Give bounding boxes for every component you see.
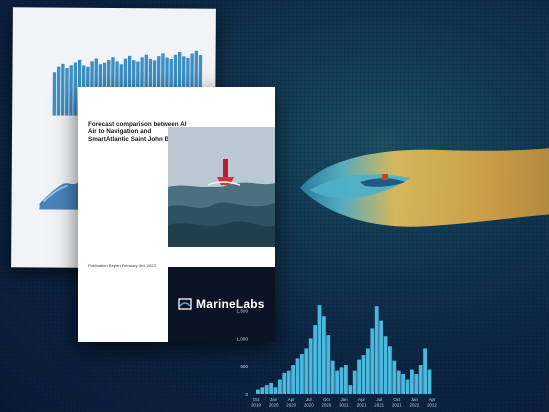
histogram-y-tick: 500 bbox=[240, 364, 248, 369]
histogram-bar bbox=[264, 385, 269, 394]
histogram-bar bbox=[317, 305, 322, 394]
histogram-bar bbox=[396, 370, 401, 394]
histogram-bar bbox=[379, 320, 383, 394]
histogram-x-tick: 2020 bbox=[269, 403, 279, 408]
histogram-bar bbox=[427, 369, 432, 394]
histogram-bar bbox=[348, 385, 353, 394]
histogram-bar bbox=[308, 338, 313, 394]
back-chart-bar bbox=[65, 68, 69, 116]
brand-name: MarineLabs bbox=[196, 297, 265, 311]
back-chart-bar bbox=[60, 63, 65, 116]
histogram-bar bbox=[388, 346, 392, 394]
histogram-x-tick: 2020 bbox=[304, 403, 314, 408]
histogram-bar bbox=[269, 382, 273, 394]
back-chart-bar bbox=[56, 66, 61, 116]
histogram-bar bbox=[410, 369, 414, 394]
histogram-bar bbox=[330, 360, 335, 394]
histogram-x-tick: Oct bbox=[323, 397, 331, 402]
histogram-bar bbox=[352, 370, 357, 394]
histogram-x-tick: Apr bbox=[288, 397, 295, 402]
histogram-x-tick: Jul bbox=[376, 397, 382, 402]
histogram-x-tick: 2021 bbox=[374, 403, 384, 408]
histogram-chart: 0 500 1,000 1,500 Oct 2019 Jan 2020 Apr 2020 Jul 20… bbox=[218, 288, 444, 412]
heat-plume bbox=[300, 138, 549, 233]
histogram-bar bbox=[282, 372, 287, 394]
histogram-x-tick: 2021 bbox=[357, 403, 367, 408]
histogram-bar bbox=[291, 365, 295, 394]
histogram-bar bbox=[335, 370, 339, 394]
histogram-x-tick: Jul bbox=[306, 397, 312, 402]
histogram-bar bbox=[260, 387, 265, 394]
histogram-bar bbox=[405, 379, 410, 394]
histogram-bar bbox=[339, 367, 344, 394]
histogram-bar bbox=[374, 306, 379, 394]
histogram-x-tick: 2019 bbox=[251, 403, 261, 408]
back-page-header bbox=[41, 15, 201, 40]
histogram-bar bbox=[300, 354, 304, 394]
histogram-bar bbox=[357, 359, 361, 394]
histogram-bar bbox=[361, 355, 366, 394]
histogram-bar bbox=[344, 365, 348, 394]
histogram-y-tick: 0 bbox=[245, 392, 248, 397]
back-chart-bar bbox=[52, 72, 57, 116]
histogram-bar bbox=[383, 336, 388, 394]
histogram-y-tick: 1,000 bbox=[237, 336, 249, 341]
histogram-x-tick: Oct bbox=[253, 397, 261, 402]
histogram-x-tick: 2020 bbox=[322, 403, 332, 408]
histogram-bar bbox=[392, 360, 397, 394]
histogram-bar bbox=[295, 358, 300, 394]
histogram-bar bbox=[256, 389, 260, 394]
back-chart-bar bbox=[73, 62, 78, 116]
histogram-bar bbox=[366, 348, 370, 394]
report-title: Forecast comparison between AI Air to Na… bbox=[88, 121, 187, 143]
histogram-bar bbox=[326, 335, 331, 394]
histogram-x-tick: Apr bbox=[358, 397, 365, 402]
histogram-x-tick: Apr bbox=[429, 397, 436, 402]
histogram-x-tick: Jan bbox=[270, 397, 278, 402]
histogram-bar bbox=[322, 316, 326, 394]
histogram-x-tick: 2022 bbox=[410, 403, 420, 408]
back-page-wave-graphic bbox=[39, 179, 80, 210]
histogram-bar bbox=[313, 325, 317, 394]
histogram-bar bbox=[423, 348, 427, 394]
back-chart-bar bbox=[69, 65, 73, 116]
histogram-x-tick: 2022 bbox=[427, 403, 437, 408]
histogram-y-tick: 1,500 bbox=[237, 309, 249, 314]
marinelabs-mark-icon bbox=[178, 298, 192, 310]
histogram-x-tick: Oct bbox=[393, 397, 401, 402]
histogram-x-tick: Jan bbox=[340, 397, 348, 402]
histogram-bar bbox=[286, 370, 291, 394]
marinelabs-logo: MarineLabs bbox=[178, 297, 265, 311]
histogram-bar bbox=[273, 387, 278, 394]
histogram-bar bbox=[278, 379, 282, 394]
report-cover-footer bbox=[168, 267, 275, 342]
histogram-bar bbox=[401, 374, 405, 394]
histogram-bar bbox=[304, 348, 309, 394]
histogram-x-tick: Jan bbox=[411, 397, 419, 402]
histogram-bar bbox=[370, 328, 375, 394]
histogram-x-tick: 2020 bbox=[286, 403, 296, 408]
histogram-bar bbox=[414, 374, 419, 394]
report-date: Publication Report February 3rd, 2023 bbox=[88, 263, 156, 268]
report-cover-page: Forecast comparison between AI Air to Na… bbox=[78, 87, 275, 342]
histogram-x-tick: 2021 bbox=[392, 403, 402, 408]
buoy-photo bbox=[168, 127, 275, 247]
histogram-x-tick: 2021 bbox=[339, 403, 349, 408]
histogram-bar bbox=[418, 365, 423, 394]
